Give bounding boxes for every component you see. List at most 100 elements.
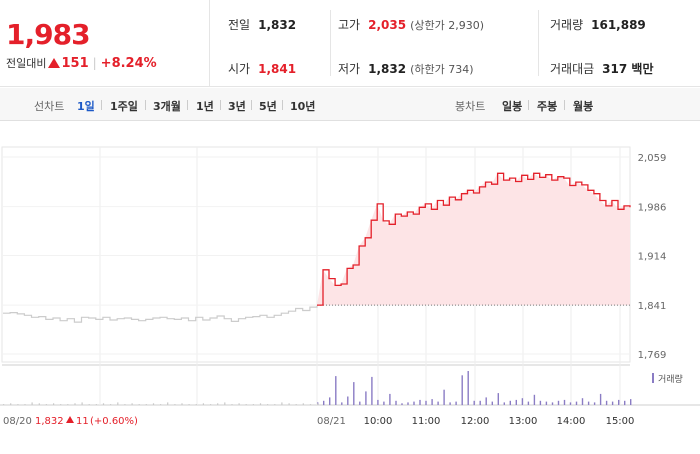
x-tick-label: 10:00 (364, 416, 393, 427)
tab-separator (220, 100, 221, 110)
prev-volume-bar (167, 402, 169, 405)
prev-volume-bar (274, 404, 276, 405)
volume-bar (545, 401, 548, 405)
tab-5year[interactable]: 5년 (259, 100, 277, 113)
prev-volume-bar (238, 403, 240, 405)
volume-bar (419, 399, 421, 405)
prev-volume-bar (88, 404, 90, 405)
prev-volume-bar (181, 403, 183, 405)
stat-high: 고가 2,035 (상한가 2,930) (338, 16, 484, 33)
tab-3month[interactable]: 3개월 (153, 100, 181, 113)
prev-volume-bar (102, 403, 105, 405)
stat-amount: 거래대금 317 백만 (550, 60, 653, 77)
prev-volume-bar (17, 404, 19, 405)
prev-volume-bar (245, 404, 247, 405)
prev-volume-bar (53, 403, 55, 405)
tab-1year[interactable]: 1년 (196, 100, 214, 113)
tab-weekly-candle[interactable]: 주봉 (537, 100, 558, 113)
volume-bar (377, 399, 379, 405)
stat-prev-close: 전일 1,832 (228, 16, 296, 33)
change-line: 전일대비 151 | +8.24% (6, 55, 157, 71)
volume-bar (509, 400, 511, 406)
prev-volume-bar (224, 402, 226, 405)
prev-day-series (3, 305, 318, 323)
volume-bar (431, 399, 433, 405)
prev-volume-bar (217, 403, 219, 405)
tab-daily-candle[interactable]: 일봉 (502, 100, 523, 113)
chart-period-tabbar: 선차트 1일 1주일 3개월 1년 3년 5년 10년 봉차트 일봉 주봉 월봉 (0, 88, 700, 121)
stats-panel: 전일 1,832 고가 2,035 (상한가 2,930) 거래량 161,889 시가… (210, 0, 700, 87)
volume-bar (533, 394, 536, 405)
tab-3year[interactable]: 3년 (228, 100, 246, 113)
tab-10year[interactable]: 10년 (290, 100, 316, 113)
today-series (317, 172, 631, 306)
tab-1day[interactable]: 1일 (77, 100, 95, 113)
volume-bar (443, 389, 445, 405)
volume-bar (503, 402, 505, 405)
stats-divider (538, 10, 539, 76)
x-date-label-prev: 08/20 (3, 416, 32, 427)
prev-volume-bar (202, 403, 204, 405)
volume-bar (497, 393, 499, 405)
tab-1week[interactable]: 1주일 (110, 100, 138, 113)
volume-bar (473, 400, 475, 406)
prev-volume-bar (95, 404, 97, 405)
volume-bar (630, 399, 632, 405)
volume-legend-swatch (652, 373, 654, 383)
prev-volume-bar (38, 403, 40, 405)
volume-bar (341, 402, 343, 405)
change-amount: 151 (61, 56, 89, 71)
prev-volume-bar (67, 404, 69, 405)
prev-volume-bar (281, 402, 283, 405)
change-separator: | (92, 56, 97, 70)
volume-bar (323, 400, 325, 406)
volume-bar (401, 403, 403, 405)
prev-change-label: 11 (76, 416, 89, 427)
prev-volume-bar (117, 402, 119, 405)
stat-open: 시가 1,841 (228, 60, 296, 77)
prev-volume-bar (3, 404, 5, 405)
stat-label: 거래량 (550, 18, 584, 32)
prev-volume-bar (288, 403, 290, 405)
line-chart-label: 선차트 (34, 100, 65, 113)
x-tick-label: 11:00 (412, 416, 441, 427)
prev-volume-bar (124, 404, 126, 405)
stat-value: 1,832 (258, 18, 297, 32)
volume-bar (527, 401, 530, 405)
volume-bar (575, 401, 578, 405)
up-arrow-icon (48, 58, 61, 68)
prev-volume-bar (160, 404, 162, 405)
tab-separator (282, 100, 283, 110)
prev-volume-bar (174, 404, 176, 405)
volume-bar (371, 376, 373, 405)
y-tick-label: 1,769 (638, 350, 667, 361)
volume-bar (587, 401, 590, 405)
volume-bar (407, 402, 409, 405)
volume-bar (449, 402, 451, 405)
prev-change-pct-label: (+0.60%) (90, 416, 138, 427)
stat-label: 거래대금 (550, 62, 595, 76)
current-price: 1,983 (6, 18, 91, 51)
prev-volume-bar (81, 402, 83, 405)
stat-value: 1,841 (258, 62, 297, 76)
prev-volume-bar (267, 404, 269, 405)
prev-volume-bar (45, 404, 47, 405)
stat-label: 고가 (338, 18, 361, 32)
prev-volume-bar (309, 404, 312, 405)
volume-bar (347, 396, 349, 405)
volume-legend-label: 거래량 (658, 373, 683, 385)
prev-volume-bar (195, 404, 197, 405)
prev-volume-bar (302, 403, 304, 405)
stat-sub: (상한가 2,930) (410, 19, 484, 32)
volume-bar (389, 393, 391, 405)
stat-value: 1,832 (368, 62, 407, 76)
stat-volume: 거래량 161,889 (550, 16, 646, 33)
prev-volume-bar (210, 404, 212, 405)
tab-separator (528, 100, 529, 110)
tab-monthly-candle[interactable]: 월봉 (573, 100, 594, 113)
stat-value: 317 백만 (602, 62, 654, 76)
x-tick-label: 14:00 (557, 416, 586, 427)
volume-bar (563, 399, 566, 405)
volume-bar (624, 400, 626, 406)
volume-bar (437, 401, 439, 405)
